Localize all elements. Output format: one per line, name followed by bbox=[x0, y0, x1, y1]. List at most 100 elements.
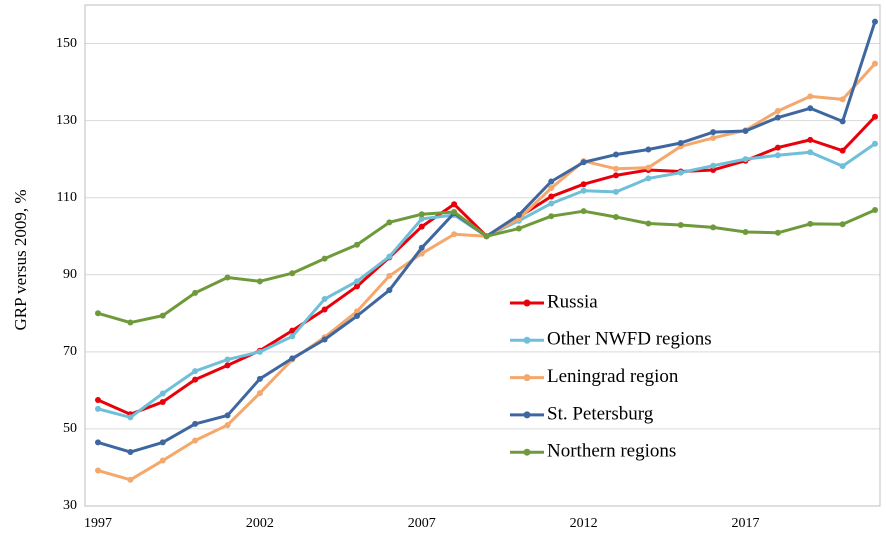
data-point bbox=[710, 162, 717, 169]
data-point bbox=[548, 193, 555, 200]
data-point bbox=[710, 224, 717, 231]
data-point bbox=[321, 306, 328, 313]
y-tick-label: 150 bbox=[56, 36, 77, 51]
data-point bbox=[677, 222, 684, 229]
data-point bbox=[807, 149, 814, 156]
data-point bbox=[418, 244, 425, 251]
data-point bbox=[289, 270, 296, 277]
data-point bbox=[839, 163, 846, 170]
data-point bbox=[354, 283, 360, 290]
x-tick-label: 1997 bbox=[84, 516, 112, 531]
data-point bbox=[872, 207, 878, 214]
data-point bbox=[159, 390, 166, 397]
data-point bbox=[256, 348, 263, 355]
data-point bbox=[645, 164, 652, 171]
data-point bbox=[192, 368, 199, 375]
data-point bbox=[159, 439, 166, 446]
data-point bbox=[354, 308, 360, 315]
data-point bbox=[95, 467, 101, 474]
legend-marker bbox=[523, 448, 531, 456]
data-point bbox=[451, 231, 458, 238]
data-point bbox=[580, 208, 587, 215]
data-point bbox=[548, 178, 555, 185]
data-point bbox=[645, 220, 652, 227]
data-point bbox=[548, 213, 555, 220]
legend-marker bbox=[523, 411, 531, 419]
data-point bbox=[872, 18, 878, 25]
data-point bbox=[645, 146, 652, 153]
data-point bbox=[192, 437, 199, 444]
data-point bbox=[839, 118, 846, 125]
data-point bbox=[774, 107, 781, 114]
legend-label: Northern regions bbox=[547, 441, 676, 462]
data-point bbox=[386, 253, 393, 260]
data-point bbox=[95, 405, 101, 412]
data-point bbox=[807, 93, 814, 100]
series-line bbox=[97, 208, 876, 325]
data-point bbox=[418, 215, 425, 222]
y-tick-label: 70 bbox=[63, 344, 77, 359]
data-point bbox=[807, 136, 814, 143]
legend-marker bbox=[523, 336, 531, 344]
data-point bbox=[742, 128, 749, 135]
data-point bbox=[580, 187, 587, 194]
data-point bbox=[613, 188, 619, 195]
data-point bbox=[774, 114, 781, 121]
data-point bbox=[451, 201, 458, 208]
data-point bbox=[159, 457, 166, 464]
data-point bbox=[774, 144, 781, 151]
y-tick-label: 130 bbox=[56, 113, 77, 128]
data-point bbox=[192, 289, 199, 296]
data-point bbox=[807, 105, 814, 112]
data-point bbox=[224, 356, 231, 363]
data-point bbox=[256, 278, 263, 285]
data-point bbox=[483, 233, 490, 240]
legend-marker bbox=[523, 374, 531, 382]
series-line bbox=[97, 142, 876, 419]
x-tick-label: 2002 bbox=[246, 516, 274, 531]
data-point bbox=[127, 449, 134, 456]
plot-frame bbox=[84, 4, 881, 507]
data-point bbox=[321, 255, 328, 262]
data-point bbox=[418, 211, 425, 218]
data-point bbox=[159, 398, 166, 405]
data-point bbox=[386, 219, 393, 226]
y-tick-label: 110 bbox=[57, 190, 77, 205]
data-point bbox=[192, 420, 199, 427]
data-point bbox=[839, 96, 846, 103]
data-point bbox=[515, 225, 522, 232]
data-point bbox=[386, 287, 393, 294]
data-point bbox=[774, 229, 781, 236]
data-point bbox=[872, 113, 878, 120]
data-point bbox=[127, 476, 134, 483]
data-point bbox=[192, 376, 199, 383]
x-tick-label: 2017 bbox=[732, 516, 760, 531]
legend-label: St. Petersburg bbox=[547, 403, 654, 424]
data-point bbox=[159, 312, 166, 319]
data-point bbox=[580, 181, 587, 188]
data-point bbox=[677, 169, 684, 176]
data-point bbox=[710, 166, 717, 173]
data-point bbox=[289, 355, 296, 362]
data-point bbox=[354, 313, 360, 320]
legend-label: Russia bbox=[547, 291, 598, 312]
data-point bbox=[127, 319, 134, 326]
data-point bbox=[839, 221, 846, 228]
data-point bbox=[677, 139, 684, 146]
series-line bbox=[97, 115, 877, 416]
legend-label: Other NWFD regions bbox=[547, 329, 712, 350]
data-point bbox=[321, 296, 328, 303]
data-point bbox=[710, 134, 717, 141]
data-point bbox=[613, 165, 619, 172]
data-point bbox=[872, 60, 878, 67]
data-point bbox=[256, 375, 263, 382]
data-point bbox=[224, 274, 231, 281]
data-point bbox=[548, 185, 555, 192]
data-point bbox=[548, 200, 555, 207]
data-point bbox=[742, 156, 749, 163]
data-point bbox=[224, 412, 231, 419]
y-tick-label: 50 bbox=[63, 421, 77, 436]
data-point bbox=[872, 140, 878, 147]
y-tick-label: 30 bbox=[63, 498, 77, 513]
data-point bbox=[451, 208, 458, 215]
